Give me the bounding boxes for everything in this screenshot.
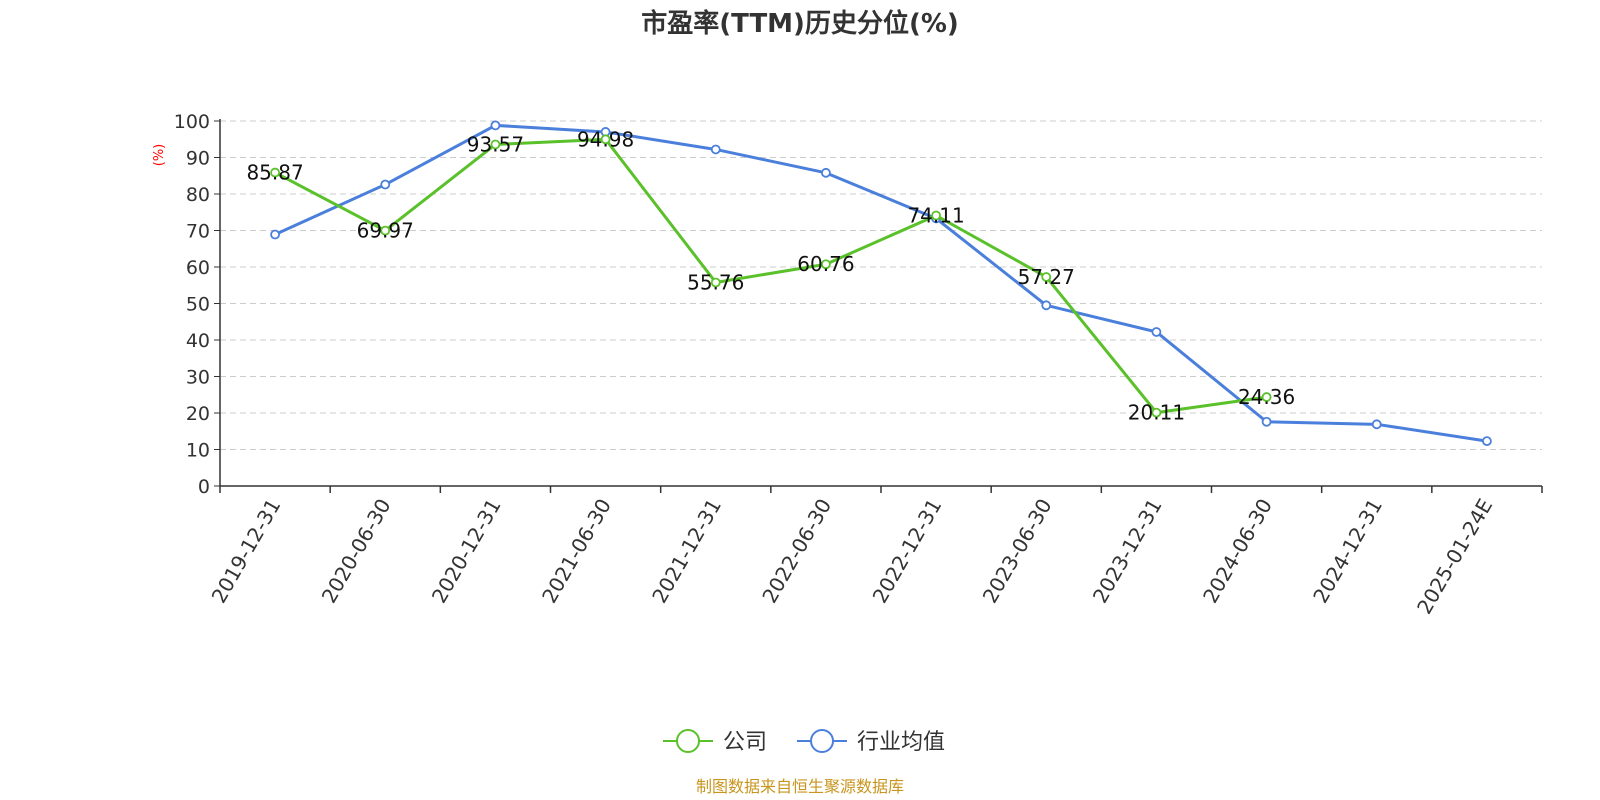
y-tick-label: 10 (186, 440, 210, 462)
data-point-0 (710, 277, 721, 288)
data-label: 69.97 (357, 219, 414, 243)
y-tick-label: 0 (198, 476, 210, 498)
data-point-1 (490, 120, 501, 131)
y-axis-unit-label: (%) (152, 144, 167, 167)
data-label: 93.57 (467, 132, 524, 156)
y-tick-label: 50 (186, 294, 210, 316)
series-line-1 (274, 123, 1488, 443)
x-tick-label: 2025-01-24E (1412, 495, 1497, 619)
legend: 公司 行业均值 (663, 729, 945, 755)
data-point-0 (1041, 272, 1052, 282)
x-tick-label: 2024-06-30 (1198, 495, 1277, 608)
y-tick-label: 90 (186, 148, 210, 170)
data-labels: 85.87 69.97 93.57 94.98 55.76 60.76 74.11 57.27… (246, 127, 1295, 424)
source-note: 制图数据来自恒生聚源数据库 (696, 777, 904, 796)
series-lines (270, 120, 1492, 447)
x-tick-label: 2021-12-31 (647, 495, 726, 608)
x-tick-label: 2024-12-31 (1308, 495, 1387, 608)
data-label: 24.36 (1238, 385, 1295, 409)
data-point-0 (380, 225, 391, 236)
data-point-1 (1482, 436, 1492, 447)
data-point-1 (270, 229, 280, 240)
data-point-0 (600, 134, 611, 145)
data-label: 57.27 (1018, 265, 1075, 289)
grid-lines (220, 120, 1542, 450)
legend-label-1: 行业均值 (857, 730, 945, 755)
x-tick-label: 2022-12-31 (868, 494, 947, 607)
x-tick-label: 2021-06-30 (537, 495, 616, 608)
data-point-1 (710, 144, 721, 155)
data-point-1 (1151, 327, 1162, 337)
data-label: 74.11 (907, 203, 964, 227)
x-tick-label: 2022-06-30 (757, 495, 836, 608)
y-tick-label: 20 (186, 403, 210, 425)
x-tick-label: 2020-12-31 (427, 494, 506, 607)
data-point-1 (380, 179, 391, 190)
y-tick-label: 60 (186, 257, 210, 279)
data-label: 94.98 (577, 127, 634, 151)
y-tick-label: 70 (186, 221, 210, 243)
data-point-0 (270, 167, 280, 178)
legend-marker-0 (676, 729, 700, 753)
chart-title: 市盈率(TTM)历史分位(%) (641, 8, 959, 39)
x-tick-label: 2023-06-30 (978, 495, 1057, 608)
data-point-0 (490, 139, 501, 150)
x-tick-label: 2020-06-30 (317, 495, 396, 608)
data-label: 60.76 (797, 252, 854, 276)
data-point-0 (1261, 392, 1272, 402)
series-line-0 (274, 137, 1267, 415)
y-tick-label: 30 (186, 367, 210, 389)
data-label: 20.11 (1128, 401, 1185, 425)
y-tick-label: 100 (174, 111, 210, 133)
data-label: 55.76 (687, 270, 744, 294)
x-tick-label: 2023-12-31 (1088, 495, 1167, 608)
data-point-0 (931, 210, 941, 221)
data-point-1 (821, 167, 831, 178)
legend-marker-1 (810, 729, 834, 753)
data-point-1 (1261, 416, 1272, 427)
y-tick-label: 40 (186, 330, 210, 352)
legend-label-0: 公司 (723, 730, 767, 755)
data-label: 85.87 (246, 161, 303, 185)
y-tick-label: 80 (186, 184, 210, 206)
data-point-1 (1041, 300, 1052, 311)
data-point-1 (1371, 419, 1382, 430)
data-point-0 (821, 259, 831, 270)
data-point-0 (1151, 407, 1162, 418)
x-tick-label: 2019-12-31 (207, 495, 286, 608)
